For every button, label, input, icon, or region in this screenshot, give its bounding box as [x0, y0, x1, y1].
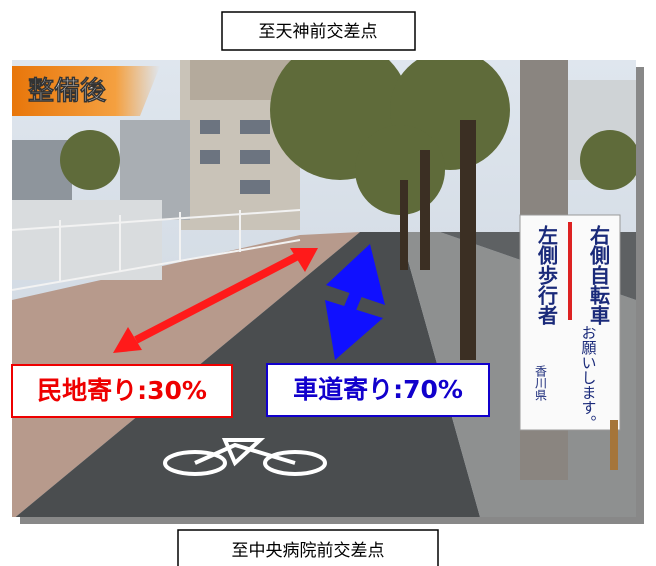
left-label: 民地寄り:30% [37, 376, 207, 405]
sign-left-column: 左側歩行者 [535, 224, 559, 326]
sign-issuer: 香川県 [534, 365, 548, 401]
right-label: 車道寄り:70% [293, 375, 463, 404]
sign-right-column: 右側自転車 [587, 224, 611, 326]
bottom-destination: 至中央病院前交差点 [232, 541, 385, 561]
top-destination: 至天神前交差点 [259, 22, 378, 42]
slide: 至天神前交差点 右側自転車 左側歩行者 お願いします。 香川県 [0, 0, 656, 566]
badge: 整備後 [28, 76, 107, 107]
sign-request: お願いします。 [580, 325, 598, 430]
page: 至天神前交差点 右側自転車 左側歩行者 お願いします。 香川県 [0, 0, 656, 566]
